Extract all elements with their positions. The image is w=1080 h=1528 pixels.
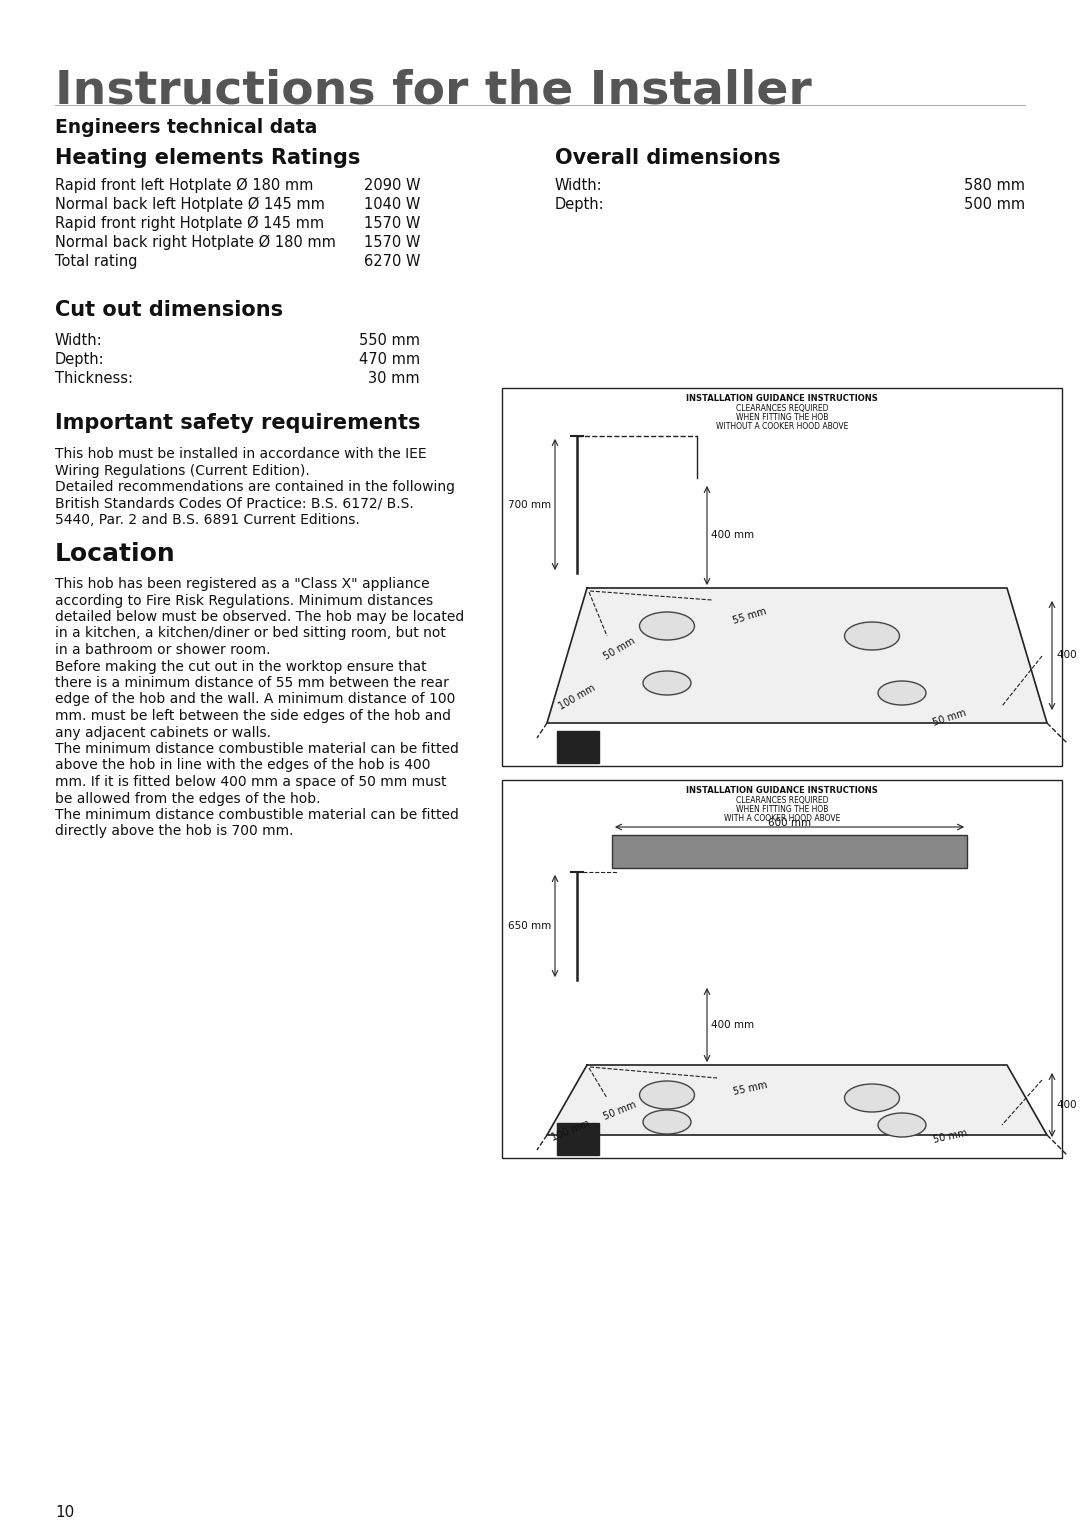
Text: 500 mm: 500 mm xyxy=(963,197,1025,212)
Ellipse shape xyxy=(639,613,694,640)
Text: 550 mm: 550 mm xyxy=(359,333,420,348)
Text: in a bathroom or shower room.: in a bathroom or shower room. xyxy=(55,643,270,657)
Text: detailed below must be observed. The hob may be located: detailed below must be observed. The hob… xyxy=(55,610,464,623)
Text: This hob has been registered as a "Class X" appliance: This hob has been registered as a "Class… xyxy=(55,578,430,591)
Text: INSTALLATION GUIDANCE INSTRUCTIONS: INSTALLATION GUIDANCE INSTRUCTIONS xyxy=(686,394,878,403)
Text: there is a minimum distance of 55 mm between the rear: there is a minimum distance of 55 mm bet… xyxy=(55,675,449,691)
Text: 2090 W: 2090 W xyxy=(364,177,420,193)
Ellipse shape xyxy=(639,1080,694,1109)
Text: 55 mm: 55 mm xyxy=(732,1080,768,1097)
Bar xyxy=(612,834,967,868)
Ellipse shape xyxy=(878,1112,926,1137)
Text: WITHOUT A COOKER HOOD ABOVE: WITHOUT A COOKER HOOD ABOVE xyxy=(716,422,848,431)
Text: Rapid front left Hotplate Ø 180 mm: Rapid front left Hotplate Ø 180 mm xyxy=(55,177,313,194)
Ellipse shape xyxy=(643,671,691,695)
Text: British Standards Codes Of Practice: B.S. 6172/ B.S.: British Standards Codes Of Practice: B.S… xyxy=(55,497,414,510)
Text: WHEN FITTING THE HOB: WHEN FITTING THE HOB xyxy=(735,805,828,814)
Text: The minimum distance combustible material can be fitted: The minimum distance combustible materia… xyxy=(55,808,459,822)
Text: 30 mm: 30 mm xyxy=(368,371,420,387)
Ellipse shape xyxy=(878,681,926,704)
Text: The minimum distance combustible material can be fitted: The minimum distance combustible materia… xyxy=(55,743,459,756)
Text: 50 mm: 50 mm xyxy=(932,1128,968,1144)
Text: Engineers technical data: Engineers technical data xyxy=(55,118,318,138)
Text: WITH A COOKER HOOD ABOVE: WITH A COOKER HOOD ABOVE xyxy=(724,814,840,824)
Text: Location: Location xyxy=(55,542,176,565)
Ellipse shape xyxy=(845,622,900,649)
Text: 400 mm: 400 mm xyxy=(1057,1100,1080,1109)
Text: Rapid front right Hotplate Ø 145 mm: Rapid front right Hotplate Ø 145 mm xyxy=(55,215,324,231)
Text: be allowed from the edges of the hob.: be allowed from the edges of the hob. xyxy=(55,792,321,805)
Text: 400 mm: 400 mm xyxy=(1057,651,1080,660)
Text: 50 mm: 50 mm xyxy=(602,636,637,662)
Text: Width:: Width: xyxy=(55,333,103,348)
Text: 580 mm: 580 mm xyxy=(964,177,1025,193)
Text: edge of the hob and the wall. A minimum distance of 100: edge of the hob and the wall. A minimum … xyxy=(55,692,456,706)
Text: mm. must be left between the side edges of the hob and: mm. must be left between the side edges … xyxy=(55,709,451,723)
Bar xyxy=(557,730,599,762)
Text: Overall dimensions: Overall dimensions xyxy=(555,148,781,168)
Text: Depth:: Depth: xyxy=(55,351,105,367)
Text: Instructions for the Installer: Instructions for the Installer xyxy=(55,69,812,113)
Bar xyxy=(557,1123,599,1155)
Text: 50 mm: 50 mm xyxy=(602,1100,637,1122)
Text: directly above the hob is 700 mm.: directly above the hob is 700 mm. xyxy=(55,825,294,839)
Text: 1570 W: 1570 W xyxy=(364,235,420,251)
Text: according to Fire Risk Regulations. Minimum distances: according to Fire Risk Regulations. Mini… xyxy=(55,593,433,608)
Text: 55 mm: 55 mm xyxy=(732,607,768,625)
Text: Thickness:: Thickness: xyxy=(55,371,133,387)
Text: above the hob in line with the edges of the hob is 400: above the hob in line with the edges of … xyxy=(55,758,431,773)
Text: Total rating: Total rating xyxy=(55,254,137,269)
Text: WHEN FITTING THE HOB: WHEN FITTING THE HOB xyxy=(735,413,828,422)
Text: 650 mm: 650 mm xyxy=(508,921,551,931)
Text: 470 mm: 470 mm xyxy=(359,351,420,367)
Text: 50 mm: 50 mm xyxy=(932,707,968,729)
Text: 400 mm: 400 mm xyxy=(711,530,754,541)
Text: any adjacent cabinets or walls.: any adjacent cabinets or walls. xyxy=(55,726,271,740)
Text: This hob must be installed in accordance with the IEE: This hob must be installed in accordance… xyxy=(55,448,427,461)
Text: 5440, Par. 2 and B.S. 6891 Current Editions.: 5440, Par. 2 and B.S. 6891 Current Editi… xyxy=(55,513,360,527)
Text: Heating elements Ratings: Heating elements Ratings xyxy=(55,148,361,168)
Text: 600 mm: 600 mm xyxy=(768,817,811,828)
Bar xyxy=(502,388,1062,766)
Bar xyxy=(502,779,1062,1158)
Text: Cut out dimensions: Cut out dimensions xyxy=(55,299,283,319)
Text: Before making the cut out in the worktop ensure that: Before making the cut out in the worktop… xyxy=(55,660,427,674)
Text: Wiring Regulations (Current Edition).: Wiring Regulations (Current Edition). xyxy=(55,463,310,477)
Text: 400 mm: 400 mm xyxy=(711,1021,754,1030)
Text: 10: 10 xyxy=(55,1505,75,1520)
Text: 1040 W: 1040 W xyxy=(364,197,420,212)
Text: mm. If it is fitted below 400 mm a space of 50 mm must: mm. If it is fitted below 400 mm a space… xyxy=(55,775,446,788)
Text: Detailed recommendations are contained in the following: Detailed recommendations are contained i… xyxy=(55,480,455,494)
Text: Important safety requirements: Important safety requirements xyxy=(55,413,420,432)
Text: INSTALLATION GUIDANCE INSTRUCTIONS: INSTALLATION GUIDANCE INSTRUCTIONS xyxy=(686,785,878,795)
Polygon shape xyxy=(546,1065,1047,1135)
Text: 100 mm: 100 mm xyxy=(550,1118,591,1143)
Text: 700 mm: 700 mm xyxy=(508,500,551,509)
Text: Normal back right Hotplate Ø 180 mm: Normal back right Hotplate Ø 180 mm xyxy=(55,235,336,251)
Text: CLEARANCES REQUIRED: CLEARANCES REQUIRED xyxy=(735,403,828,413)
Text: CLEARANCES REQUIRED: CLEARANCES REQUIRED xyxy=(735,796,828,805)
Text: Depth:: Depth: xyxy=(555,197,605,212)
Ellipse shape xyxy=(643,1109,691,1134)
Polygon shape xyxy=(546,588,1047,723)
Ellipse shape xyxy=(845,1083,900,1112)
Text: 100 mm: 100 mm xyxy=(557,683,597,712)
Text: 1570 W: 1570 W xyxy=(364,215,420,231)
Text: in a kitchen, a kitchen/diner or bed sitting room, but not: in a kitchen, a kitchen/diner or bed sit… xyxy=(55,626,446,640)
Text: 6270 W: 6270 W xyxy=(364,254,420,269)
Text: Normal back left Hotplate Ø 145 mm: Normal back left Hotplate Ø 145 mm xyxy=(55,197,325,212)
Text: Width:: Width: xyxy=(555,177,603,193)
